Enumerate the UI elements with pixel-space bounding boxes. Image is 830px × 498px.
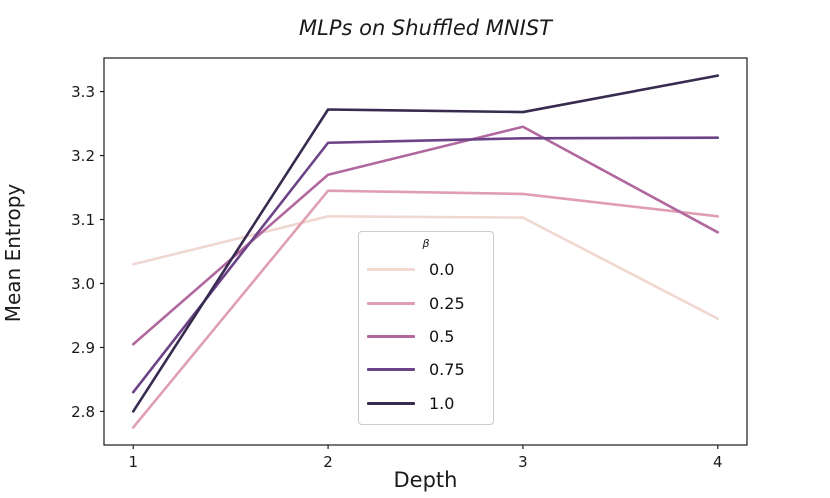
- legend-entry-0.5: 0.5: [367, 320, 485, 353]
- x-axis-label: Depth: [393, 468, 458, 492]
- legend-entry-label: 0.25: [429, 293, 465, 313]
- legend-entry-0.0: 0.0: [367, 253, 485, 286]
- axes-spines: [103, 57, 748, 446]
- legend-entry-label: 0.5: [429, 326, 455, 346]
- legend-line-swatch: [367, 334, 415, 338]
- y-tick-label: 2.8: [71, 403, 95, 421]
- series-line-1.0: [131, 74, 720, 413]
- legend-entry-1.0: 1.0: [367, 387, 485, 420]
- legend-entry-0.25: 0.25: [367, 286, 485, 319]
- y-tick-label: 3.2: [71, 147, 95, 165]
- legend-line-swatch: [367, 268, 415, 272]
- legend-entry-0.75: 0.75: [367, 353, 485, 386]
- y-tick-label: 3.1: [71, 211, 95, 229]
- y-tick-label: 3.3: [71, 83, 95, 101]
- legend-title: β: [422, 237, 430, 250]
- legend-entry-label: 1.0: [429, 393, 455, 413]
- y-tick-label: 3.0: [71, 275, 95, 293]
- legend-line-swatch: [367, 401, 415, 405]
- legend-entry-label: 0.0: [429, 260, 455, 280]
- x-tick-label: 1: [128, 453, 138, 471]
- x-tick-label: 4: [713, 453, 723, 471]
- series-line-0.75: [131, 136, 720, 394]
- legend-line-swatch: [367, 301, 415, 305]
- chart-title: MLPs on Shuffled MNIST: [299, 16, 552, 40]
- y-tick-label: 2.9: [71, 339, 95, 357]
- series-line-0.25: [131, 189, 720, 429]
- legend: β 0.0 0.25 0.5 0.75 1.0: [358, 231, 494, 425]
- legend-line-swatch: [367, 368, 415, 372]
- legend-entry-label: 0.75: [429, 360, 465, 380]
- series-line-0.0: [131, 215, 720, 320]
- x-tick-label: 2: [323, 453, 333, 471]
- x-tick-label: 3: [518, 453, 528, 471]
